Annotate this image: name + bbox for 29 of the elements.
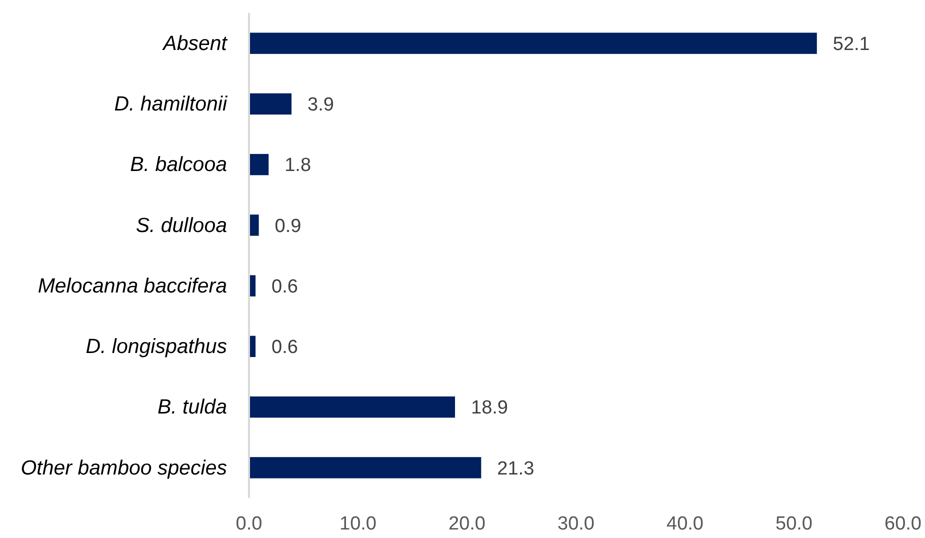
y-tick-label: Absent bbox=[161, 32, 228, 55]
y-tick-label: S. dullooa bbox=[136, 214, 227, 237]
x-tick-label: 20.0 bbox=[448, 513, 486, 534]
data-label: 3.9 bbox=[308, 94, 334, 116]
data-label: 0.9 bbox=[274, 216, 302, 237]
data-label: 21.3 bbox=[497, 458, 534, 480]
bar bbox=[249, 93, 292, 115]
x-tick-label: 40.0 bbox=[666, 513, 704, 534]
x-tick-label: 10.0 bbox=[340, 513, 376, 534]
bar bbox=[249, 214, 259, 236]
y-tick-label: D. longispathus bbox=[86, 334, 227, 358]
x-tick-label: 30.0 bbox=[558, 513, 594, 534]
bar bbox=[249, 32, 817, 54]
bar bbox=[249, 396, 456, 418]
bar bbox=[249, 154, 269, 176]
data-label: 0.6 bbox=[272, 276, 298, 298]
x-tick-label: 0.0 bbox=[236, 513, 262, 534]
y-tick-label: Melocanna baccifera bbox=[38, 274, 227, 298]
x-tick-label: 50.0 bbox=[776, 513, 812, 534]
y-tick-label: D. hamiltonii bbox=[114, 92, 228, 116]
y-tick-label: Other bamboo species bbox=[20, 456, 227, 480]
data-label: 18.9 bbox=[471, 398, 508, 419]
x-tick-label: 60.0 bbox=[884, 513, 922, 534]
data-label: 0.6 bbox=[272, 337, 298, 358]
bar bbox=[249, 457, 482, 478]
data-label: 1.8 bbox=[284, 155, 312, 176]
y-tick-label: B. balcooa bbox=[130, 153, 227, 176]
data-label: 52.1 bbox=[832, 34, 870, 55]
y-tick-label: B. tulda bbox=[157, 396, 227, 419]
